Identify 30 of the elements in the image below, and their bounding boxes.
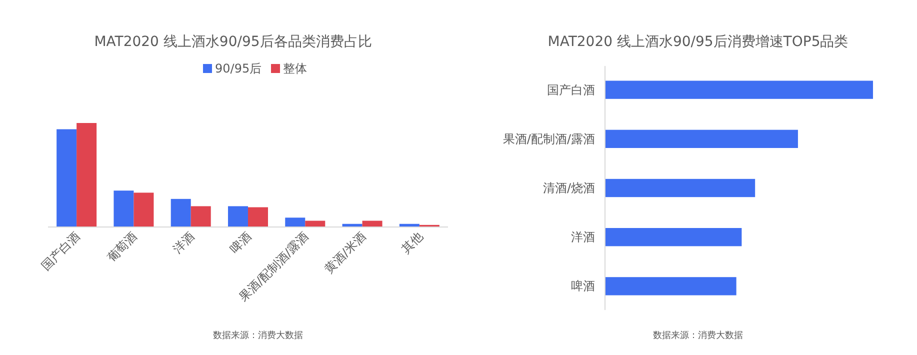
y-tick-label: 国产白酒 <box>547 82 595 97</box>
bar <box>134 192 154 227</box>
legend-label: 90/95后 <box>215 62 262 76</box>
x-tick-label: 黄酒/米酒 <box>322 229 368 276</box>
bar <box>190 206 211 227</box>
x-tick-label: 葡萄酒 <box>104 229 140 265</box>
bar <box>56 129 77 227</box>
y-tick-label: 果酒/配制酒/露酒 <box>502 132 595 146</box>
bar <box>170 198 191 227</box>
bar <box>248 207 268 227</box>
bar <box>76 123 97 227</box>
source-note: 数据来源：消费大数据 <box>213 330 303 341</box>
x-tick-label: 国产白酒 <box>38 229 83 274</box>
bar <box>605 277 736 296</box>
source-note: 数据来源：消费大数据 <box>653 330 743 341</box>
legend-label: 整体 <box>283 62 307 76</box>
x-tick-label: 洋酒 <box>170 229 197 256</box>
x-tick-label: 其他 <box>398 229 426 256</box>
bar <box>114 190 134 227</box>
bar <box>228 206 248 227</box>
x-tick-label: 啤酒 <box>227 229 254 256</box>
bar <box>605 80 873 99</box>
chart-title: MAT2020 线上酒水90/95后各品类消费占比 <box>94 34 372 50</box>
y-tick-label: 清酒/烧酒 <box>542 181 595 195</box>
y-tick-label: 啤酒 <box>571 279 595 294</box>
chart-title: MAT2020 线上酒水90/95后消费增速TOP5品类 <box>548 34 848 50</box>
bar <box>605 130 798 148</box>
bar <box>605 228 742 246</box>
bar <box>605 178 756 198</box>
bar <box>285 218 306 227</box>
